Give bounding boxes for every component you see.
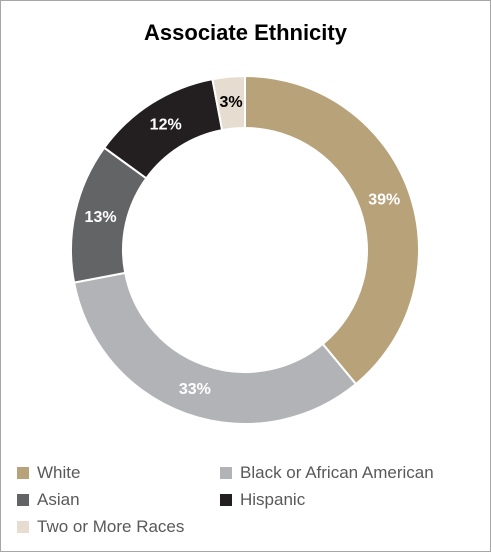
legend-label-two-or-more-races: Two or More Races bbox=[37, 517, 185, 536]
slice-black-or-african-american bbox=[72, 271, 358, 425]
data-label-white: 39% bbox=[368, 191, 400, 208]
legend-label-hispanic: Hispanic bbox=[240, 490, 306, 509]
chart-title: Associate Ethnicity bbox=[144, 20, 347, 45]
legend-label-asian: Asian bbox=[37, 490, 80, 509]
legend-swatch-white bbox=[17, 467, 29, 479]
slice-white bbox=[244, 74, 420, 386]
data-label-hispanic: 12% bbox=[150, 117, 182, 134]
legend-label-black-or-african-american: Black or African American bbox=[240, 463, 434, 482]
slice-two-or-more-races bbox=[211, 74, 246, 132]
legend-item-white: White bbox=[17, 463, 80, 483]
legend-swatch-hispanic bbox=[220, 494, 232, 506]
data-label-black-or-african-american: 33% bbox=[179, 381, 211, 398]
data-label-asian: 13% bbox=[85, 209, 117, 226]
legend-item-black-or-african-american: Black or African American bbox=[220, 463, 434, 483]
legend-item-two-or-more-races: Two or More Races bbox=[17, 517, 184, 537]
data-label-two-or-more-races: 3% bbox=[220, 94, 243, 111]
legend-swatch-two-or-more-races bbox=[17, 521, 29, 533]
legend-item-asian: Asian bbox=[17, 490, 80, 510]
legend-swatch-black-or-african-american bbox=[220, 467, 232, 479]
legend-swatch-asian bbox=[17, 494, 29, 506]
legend-item-hispanic: Hispanic bbox=[220, 490, 305, 510]
legend-label-white: White bbox=[37, 463, 81, 482]
